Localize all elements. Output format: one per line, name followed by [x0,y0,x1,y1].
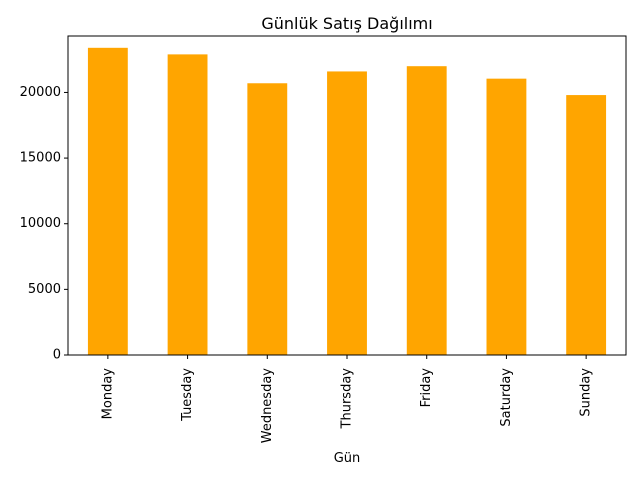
bar-friday [406,66,447,355]
y-tick-label: 0 [53,348,61,363]
bar-tuesday [167,54,208,355]
bar-thursday [327,71,367,355]
plot-frame [67,35,627,356]
x-tick-label: Saturday [499,368,514,427]
bar-monday [87,47,128,356]
x-axis-label: Gün [334,451,361,466]
ticks-layer: Monday Tuesday Wednesday Thursday Friday Satu… [20,85,594,443]
bar-sunday [566,95,607,355]
x-tick-label: Friday [419,368,434,408]
x-tick-label: Tuesday [180,368,195,422]
x-tick-label: Thursday [340,368,355,430]
y-tick-label: 20000 [20,85,61,100]
y-tick-label: 5000 [28,282,61,297]
x-tick-label: Wednesday [260,368,275,444]
bar-wednesday [247,83,288,355]
y-tick-label: 10000 [20,216,61,231]
x-tick-label: Monday [100,368,115,420]
bar-saturday [486,78,527,355]
x-tick-label: Sunday [579,368,594,417]
y-tick-label: 15000 [20,151,61,166]
bars-layer [87,47,607,356]
chart-title: Günlük Satış Dağılımı [261,14,432,33]
